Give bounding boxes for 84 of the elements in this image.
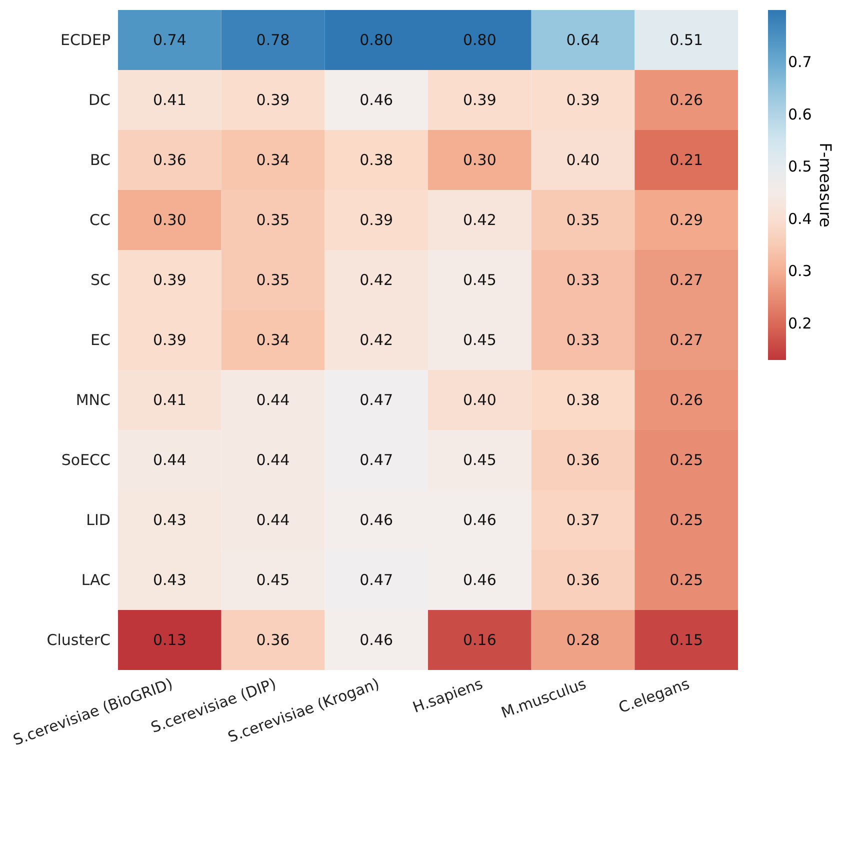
data-label: 0.27 — [670, 331, 704, 349]
data-label: 0.42 — [360, 331, 394, 349]
y-tick-label: SC — [90, 271, 110, 289]
y-tick-label: LAC — [81, 571, 110, 589]
color-bar-title: F-measure — [816, 142, 835, 228]
data-label: 0.44 — [152, 451, 186, 469]
color-bar-label: 0.7 — [788, 53, 812, 72]
data-label: 0.25 — [670, 451, 704, 469]
data-label: 0.45 — [462, 451, 496, 469]
data-label: 0.37 — [566, 511, 600, 529]
data-label: 0.64 — [566, 31, 600, 49]
y-tick-label: EC — [90, 331, 110, 349]
data-label: 0.26 — [670, 391, 704, 409]
data-label: 0.46 — [462, 511, 496, 529]
data-label: 0.38 — [566, 391, 600, 409]
data-label: 0.21 — [670, 151, 704, 169]
data-label: 0.74 — [152, 31, 186, 49]
data-label: 0.26 — [670, 91, 704, 109]
data-label: 0.35 — [566, 211, 600, 229]
data-label: 0.34 — [256, 331, 290, 349]
data-label: 0.40 — [566, 151, 600, 169]
data-label: 0.28 — [566, 631, 600, 649]
data-label: 0.45 — [462, 271, 496, 289]
color-bar-label: 0.5 — [788, 158, 812, 176]
data-label: 0.39 — [152, 271, 186, 289]
data-label: 0.39 — [152, 331, 186, 349]
color-bar-label: 0.2 — [788, 314, 812, 332]
data-label: 0.46 — [360, 631, 394, 649]
data-label: 0.40 — [462, 391, 496, 409]
data-label: 0.42 — [462, 211, 496, 229]
data-label: 0.25 — [670, 511, 704, 529]
data-label: 0.35 — [256, 271, 290, 289]
data-label: 0.38 — [360, 151, 394, 169]
data-label: 0.44 — [256, 511, 290, 529]
data-label: 0.46 — [360, 511, 394, 529]
data-label: 0.30 — [152, 211, 186, 229]
data-label: 0.44 — [256, 451, 290, 469]
y-tick-label: BC — [90, 151, 110, 169]
data-label: 0.46 — [360, 91, 394, 109]
data-label: 0.78 — [256, 31, 290, 49]
data-label: 0.45 — [462, 331, 496, 349]
data-label: 0.39 — [360, 211, 394, 229]
y-tick-label: MNC — [76, 391, 110, 409]
color-bar-label: 0.3 — [788, 262, 812, 280]
data-label: 0.43 — [152, 571, 186, 589]
data-label: 0.80 — [360, 31, 394, 49]
data-label: 0.47 — [360, 571, 394, 589]
data-label: 0.51 — [670, 31, 704, 49]
data-label: 0.47 — [360, 451, 394, 469]
y-tick-label: DC — [88, 91, 110, 109]
data-label: 0.41 — [152, 391, 186, 409]
data-label: 0.41 — [152, 91, 186, 109]
data-label: 0.36 — [566, 571, 600, 589]
data-label: 0.39 — [256, 91, 290, 109]
data-label: 0.29 — [670, 211, 704, 229]
y-tick-label: SoECC — [61, 451, 110, 469]
data-label: 0.36 — [256, 631, 290, 649]
data-label: 0.33 — [566, 271, 600, 289]
data-label: 0.13 — [152, 631, 186, 649]
data-label: 0.46 — [462, 571, 496, 589]
data-label: 0.45 — [256, 571, 290, 589]
color-bar-label: 0.6 — [788, 105, 812, 124]
data-label: 0.47 — [360, 391, 394, 409]
y-tick-label: CC — [90, 211, 110, 229]
data-label: 0.15 — [670, 631, 704, 649]
data-label: 0.16 — [462, 631, 496, 649]
y-tick-label: ECDEP — [60, 31, 110, 49]
data-label: 0.27 — [670, 271, 704, 289]
data-label: 0.39 — [566, 91, 600, 109]
data-label: 0.36 — [566, 451, 600, 469]
data-label: 0.25 — [670, 571, 704, 589]
color-bar-label: 0.4 — [788, 210, 812, 228]
data-label: 0.34 — [256, 151, 290, 169]
data-label: 0.39 — [462, 91, 496, 109]
data-label: 0.42 — [360, 271, 394, 289]
data-label: 0.30 — [462, 151, 496, 169]
data-label: 0.80 — [462, 31, 496, 49]
data-label: 0.43 — [152, 511, 186, 529]
data-label: 0.35 — [256, 211, 290, 229]
data-label: 0.44 — [256, 391, 290, 409]
y-tick-label: LID — [86, 511, 110, 529]
data-label: 0.36 — [152, 151, 186, 169]
data-label: 0.33 — [566, 331, 600, 349]
y-tick-label: ClusterC — [46, 631, 110, 649]
